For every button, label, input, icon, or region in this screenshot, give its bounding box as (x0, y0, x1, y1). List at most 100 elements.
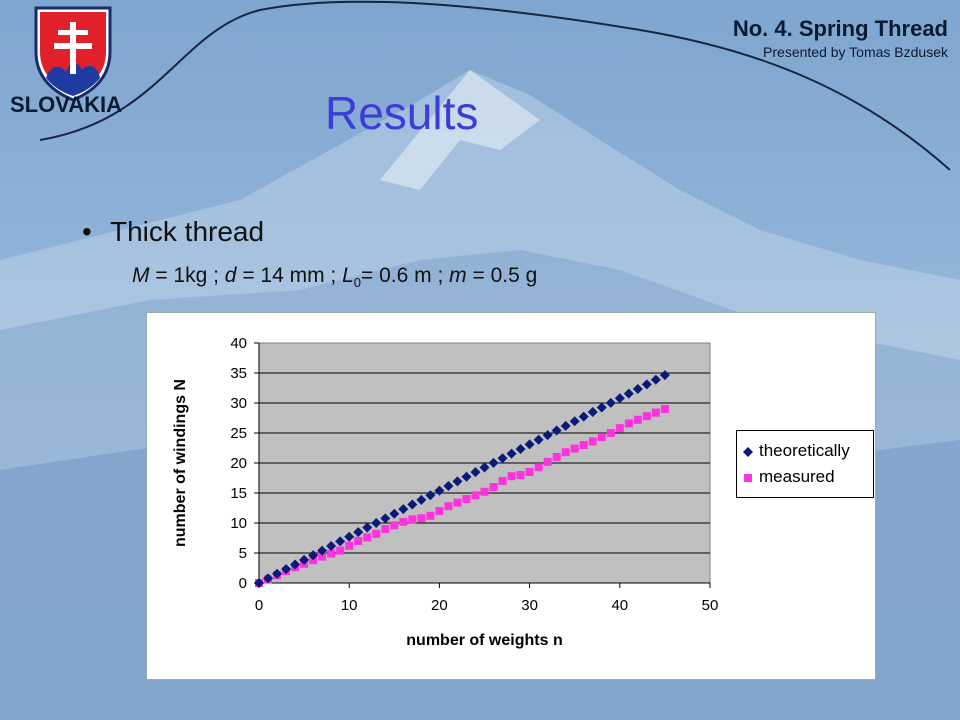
measured-point (615, 424, 624, 433)
x-tick-label: 50 (702, 597, 719, 614)
theoretical-point (308, 550, 319, 561)
measured-point (453, 498, 462, 507)
measured-point (534, 463, 543, 472)
measured-point (480, 487, 489, 496)
measured-point (372, 529, 381, 538)
bullet-dot-icon: • (82, 216, 92, 247)
theoretical-point (587, 407, 598, 418)
slovakia-logo: SLOVAKIA (10, 6, 122, 117)
y-axis-title: number of windings N (172, 379, 189, 547)
measured-point (633, 415, 642, 424)
theoretical-point (290, 559, 301, 570)
theoretical-point (344, 531, 355, 542)
bullet-text: Thick thread (110, 216, 265, 247)
measured-point (660, 405, 669, 413)
measured-point (642, 412, 651, 421)
theoretical-point (470, 467, 481, 478)
slide-title: Results (325, 87, 479, 139)
measured-point (561, 448, 570, 457)
theoretical-point (524, 439, 535, 450)
y-tick-label: 35 (230, 365, 247, 382)
measured-point (588, 437, 597, 446)
x-tick-label: 10 (341, 597, 358, 614)
y-tick-label: 15 (230, 485, 247, 502)
theoretical-point (542, 430, 553, 441)
theoretical-point (371, 517, 382, 528)
x-tick-label: 20 (431, 597, 448, 614)
theoretical-point (596, 402, 607, 413)
measured-point (624, 419, 633, 428)
logo-country-label: SLOVAKIA (10, 92, 122, 117)
chart-container: 0 5 10 15 20 25 30 35 40 0 10 20 30 40 50 number of wei… (146, 312, 876, 680)
legend-item-measured: measured (743, 466, 835, 488)
theoretical-point (560, 420, 571, 431)
theoretical-point (443, 480, 454, 491)
measured-point (327, 549, 336, 558)
parameters-line: M = 1kg ; d = 14 mm ; L0= 0.6 m ; m = 0.… (132, 264, 537, 290)
theoretical-point (623, 388, 634, 399)
theoretical-point (461, 471, 472, 482)
theoretical-point (479, 462, 490, 473)
x-tick-label: 0 (255, 597, 263, 614)
measured-point (525, 468, 534, 476)
theoretical-point (434, 485, 445, 496)
param-L-value: = 0.6 m ; (361, 264, 450, 287)
theoretical-point (497, 453, 508, 464)
param-m-value: = 0.5 g (466, 264, 538, 287)
scatter-chart: 0 5 10 15 20 25 30 35 40 0 10 20 30 40 50 number of wei… (172, 335, 719, 649)
measured-point (417, 514, 426, 523)
theoretical-point (506, 448, 517, 459)
legend-label-measured: measured (759, 467, 835, 486)
theoretical-point (533, 434, 544, 445)
theoretical-point (488, 457, 499, 468)
square-marker-icon (744, 473, 752, 482)
measured-point (462, 495, 471, 503)
theoretical-point (407, 499, 418, 510)
measured-point (354, 537, 363, 545)
y-tick-label: 10 (230, 515, 247, 532)
param-L-label: L (342, 264, 354, 287)
measured-point (597, 433, 606, 442)
measured-point (408, 515, 417, 524)
theoretical-point (389, 508, 400, 519)
theoretical-point (326, 541, 337, 552)
measured-point (444, 502, 453, 511)
diamond-marker-icon (743, 446, 753, 457)
theoretical-point (425, 490, 436, 501)
y-tick-label: 0 (239, 575, 247, 592)
theoretical-point (515, 444, 526, 455)
measured-point (579, 441, 588, 449)
theoretical-point (614, 393, 625, 404)
theoretical-point (353, 527, 364, 538)
param-M-value: = 1kg ; (149, 264, 225, 287)
measured-point (516, 471, 525, 479)
theoretical-point (380, 513, 391, 524)
measured-point (651, 408, 660, 417)
measured-point (489, 483, 498, 491)
measured-point (345, 541, 354, 550)
param-M-label: M (132, 264, 150, 287)
chart-legend: theoretically measured (736, 430, 874, 498)
theoretical-point (569, 416, 580, 427)
measured-point (426, 511, 435, 520)
theoretical-point (551, 425, 562, 436)
theoretical-point (416, 494, 427, 505)
measured-point (471, 491, 480, 500)
theoretical-point (578, 411, 589, 422)
theoretical-point (362, 522, 373, 533)
theoretical-point (641, 379, 652, 390)
y-tick-label: 25 (230, 425, 247, 442)
param-m-label: m (449, 264, 467, 287)
y-tick-label: 5 (239, 545, 247, 562)
measured-point (381, 525, 390, 533)
param-d-label: d (224, 264, 237, 287)
theoretical-point (632, 383, 643, 394)
theoretical-point (605, 397, 616, 408)
theoretical-point (254, 578, 264, 588)
y-tick-label: 20 (230, 455, 247, 472)
legend-item-theoretical: theoretically (743, 440, 850, 462)
measured-point (543, 457, 552, 466)
theoretical-point (281, 564, 292, 575)
measured-point (390, 521, 399, 530)
theoretical-point (299, 554, 310, 565)
